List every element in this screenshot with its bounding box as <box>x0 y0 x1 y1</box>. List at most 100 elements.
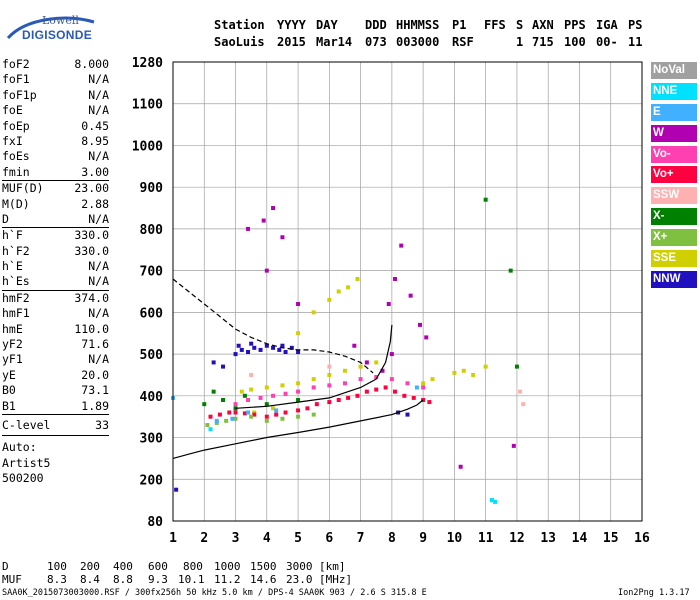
echo-points <box>171 197 526 504</box>
echo-point-sse <box>280 383 285 388</box>
echo-point-x- <box>280 416 285 421</box>
param-name: fxI <box>2 133 23 148</box>
echo-point-vo- <box>271 393 276 398</box>
param-row: h`E N/A <box>2 259 109 274</box>
param-row: hmF1 N/A <box>2 306 109 321</box>
echo-point-x- <box>202 402 207 407</box>
param-name: hmE <box>2 321 23 336</box>
echo-point-x- <box>221 397 226 402</box>
param-name: h`F <box>2 228 23 243</box>
echo-point-nnw <box>258 347 263 352</box>
echo-point-x- <box>311 412 316 417</box>
echo-point-w <box>271 206 276 211</box>
param-row: yF1 N/A <box>2 352 109 367</box>
echo-point-vo- <box>246 397 251 402</box>
param-name: foEp <box>2 118 30 133</box>
echo-point-vo- <box>405 381 410 386</box>
echo-point-vo- <box>314 402 319 407</box>
y-tick-label: 400 <box>140 390 164 405</box>
echo-point-nnw <box>221 364 226 369</box>
param-name: yE <box>2 367 16 382</box>
auto-line: Auto: <box>2 440 37 455</box>
legend-item: NoVal <box>651 62 697 79</box>
echo-point-vo- <box>374 375 379 380</box>
x-tick-label: 9 <box>419 531 427 546</box>
trace-solid <box>235 324 393 409</box>
x-tick-label: 7 <box>357 531 365 546</box>
hdr-label: PS <box>628 18 643 32</box>
param-value: 1.89 <box>81 398 109 413</box>
echo-point-vo- <box>217 412 222 417</box>
muf-value: 8.4 <box>80 573 100 586</box>
echo-point-nnw <box>296 350 301 355</box>
echo-point-nne <box>208 427 213 432</box>
muf-value: 11.2 <box>214 573 241 586</box>
param-row: foF1p N/A <box>2 88 109 103</box>
echo-point-sse <box>327 297 332 302</box>
echo-point-vo- <box>374 387 379 392</box>
echo-point-sse <box>280 343 285 348</box>
echo-point-sse <box>336 289 341 294</box>
echo-point-vo- <box>346 395 351 400</box>
muf-d-unit: [km] <box>319 560 346 573</box>
muf-value: 23.0 <box>286 573 313 586</box>
divider <box>2 435 109 437</box>
param-value: N/A <box>88 211 109 226</box>
auto-line: 500200 <box>2 471 44 486</box>
muf-value: 8.3 <box>47 573 67 586</box>
echo-point-sse <box>421 381 426 386</box>
param-row: foEs N/A <box>2 149 109 164</box>
legend-item: X+ <box>651 229 697 247</box>
legend-item: E <box>651 103 697 121</box>
plot-frame <box>172 61 643 522</box>
echo-point-x- <box>233 406 238 411</box>
x-tick-label: 16 <box>634 531 650 546</box>
divider <box>2 289 109 291</box>
hdr-value: 003000 <box>396 35 440 49</box>
echo-point-sse <box>264 385 269 390</box>
echo-point-nnw <box>280 343 285 348</box>
echo-point-nnw <box>174 487 179 492</box>
echo-point-sse <box>252 410 257 415</box>
echo-point-nnw <box>264 343 269 348</box>
param-row: h`F2 330.0 <box>2 244 109 259</box>
echo-point-nnw <box>211 360 216 365</box>
param-value: 8.95 <box>81 133 109 148</box>
echo-point-ssw <box>327 364 332 369</box>
echo-point-x- <box>296 397 301 402</box>
x-tick-label: 3 <box>232 531 240 546</box>
hdr-label: Station <box>214 18 265 32</box>
muf-d-value: 100 <box>47 560 67 573</box>
hdr-label: PPS <box>564 18 586 32</box>
logo-swoosh-icon <box>6 16 95 40</box>
hdr-value: SaoLuis <box>214 35 265 49</box>
echo-point-ssw <box>249 372 254 377</box>
param-value: N/A <box>88 72 109 87</box>
echo-point-w <box>280 235 285 240</box>
y-tick-labels: 80 200 300 400 500 600 700 800 900 1000 1100 1280 <box>132 56 163 530</box>
y-tick-label: 200 <box>140 473 164 488</box>
param-name: foEs <box>2 149 30 164</box>
profile-solid <box>172 399 424 459</box>
y-tick-label: 1000 <box>132 139 163 154</box>
echo-point-vo- <box>364 389 369 394</box>
echo-point-sse <box>483 364 488 369</box>
echo-point-w <box>392 276 397 281</box>
echo-point-w <box>399 243 404 248</box>
param-row: h`Es N/A <box>2 274 109 289</box>
echo-point-sse <box>346 285 351 290</box>
echo-point-w <box>364 360 369 365</box>
x-tick-label: 4 <box>263 531 271 546</box>
param-value: N/A <box>88 352 109 367</box>
param-value: 330.0 <box>74 228 109 243</box>
echo-point-w <box>296 302 301 307</box>
echo-point-sse <box>471 372 476 377</box>
param-value: 33 <box>95 417 109 432</box>
echo-point-vo- <box>242 411 247 416</box>
hdr-value: Mar14 <box>316 35 353 49</box>
hdr-label: IGA <box>596 18 618 32</box>
echo-point-vo- <box>411 395 416 400</box>
echo-point-sse <box>342 368 347 373</box>
echo-point-vo- <box>402 393 407 398</box>
echo-point-sse <box>355 276 360 281</box>
